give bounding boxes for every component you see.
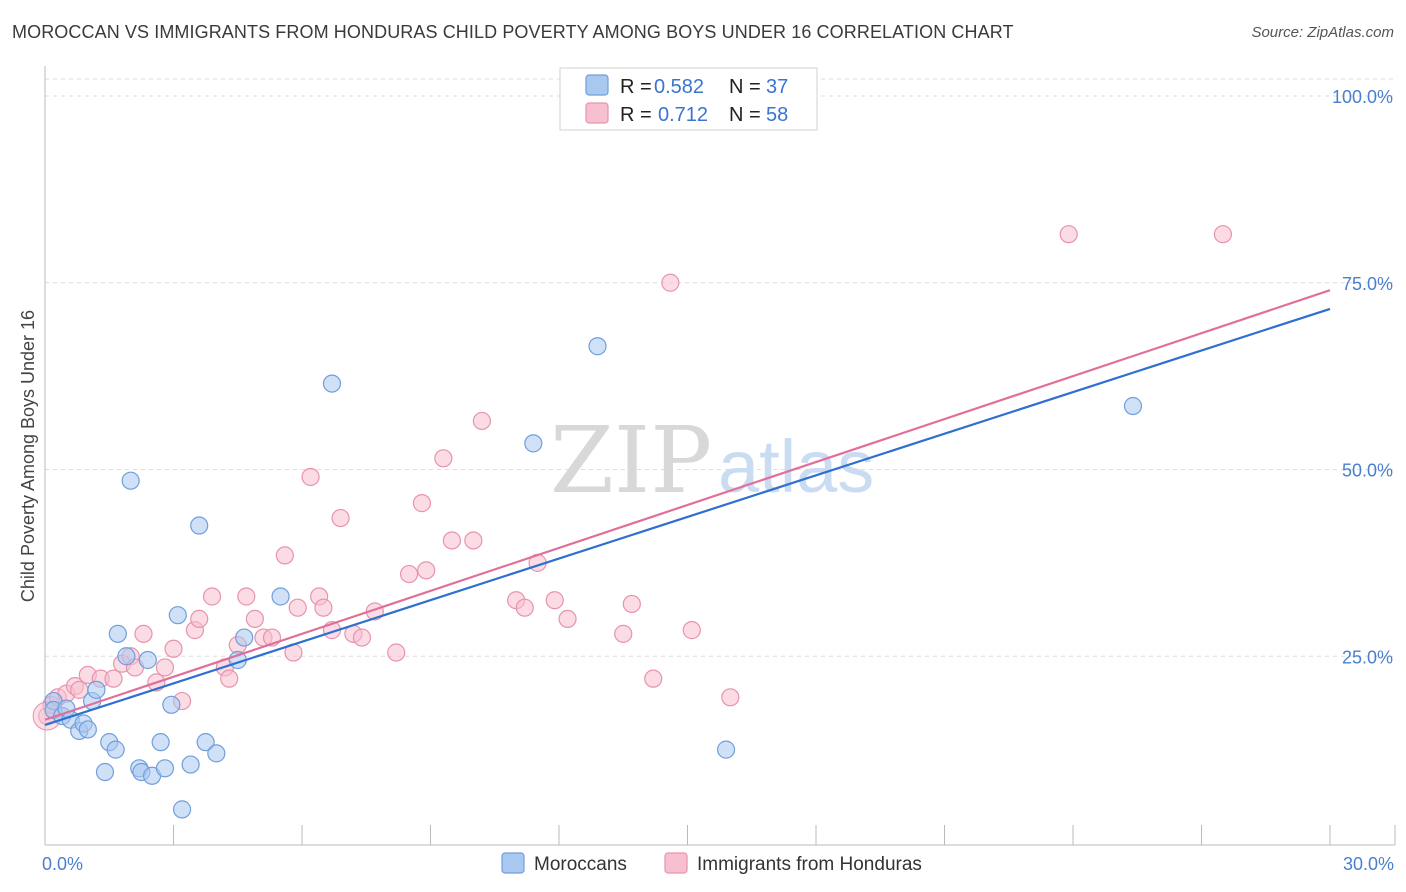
point-honduras-55 — [682, 621, 701, 640]
point-moroccans-7 — [78, 720, 97, 739]
watermark-atlas: atlas — [718, 425, 874, 508]
axes — [44, 66, 1396, 846]
point-moroccans-24 — [172, 800, 192, 819]
point-moroccans-23 — [168, 606, 187, 625]
y-tick-label-2: 75.0% — [1342, 274, 1393, 294]
point-moroccans-15 — [121, 471, 140, 490]
legend-swatch-moroccans — [585, 74, 609, 96]
watermark-zip: ZIP — [550, 407, 712, 514]
trend-lines — [44, 289, 1331, 727]
point-honduras-34 — [331, 508, 350, 528]
bottom-legend-label-moroccans: Moroccans — [534, 854, 627, 875]
point-moroccans-32 — [322, 374, 342, 393]
point-honduras-45 — [472, 411, 491, 431]
y-tick-label-0: 25.0% — [1342, 647, 1393, 667]
point-honduras-58 — [1213, 225, 1233, 244]
series-legend: Moroccans Immigrants from Honduras — [501, 852, 922, 875]
point-honduras-24 — [245, 609, 264, 629]
y-tick-label-3: 100.0% — [1332, 87, 1393, 107]
legend-r-label-honduras: R = — [620, 104, 652, 126]
point-honduras-39 — [399, 564, 419, 584]
point-moroccans-26 — [190, 516, 209, 535]
bottom-legend-swatch-honduras — [664, 852, 688, 874]
point-honduras-54 — [661, 273, 680, 292]
point-moroccans-30 — [235, 628, 254, 647]
point-honduras-14 — [155, 658, 175, 677]
source-label: Source: ZipAtlas.com — [1251, 24, 1394, 41]
legend-r-value-honduras: 0.712 — [658, 104, 708, 126]
bottom-legend-label-honduras: Immigrants from Honduras — [697, 854, 922, 875]
point-honduras-12 — [134, 624, 153, 643]
point-honduras-52 — [622, 594, 641, 614]
trend-line-honduras — [44, 289, 1331, 721]
point-honduras-21 — [220, 669, 239, 688]
point-honduras-43 — [442, 531, 462, 550]
point-moroccans-20 — [151, 733, 170, 752]
x-tick-labels: 0.0% 30.0% — [42, 854, 1394, 874]
point-honduras-18 — [190, 609, 209, 629]
point-honduras-56 — [721, 688, 740, 707]
point-moroccans-14 — [117, 647, 136, 666]
point-moroccans-27 — [196, 733, 215, 752]
correlation-legend: R = 0.582 N = 37 R = 0.712 N = 58 — [559, 67, 818, 131]
chart-title: MOROCCAN VS IMMIGRANTS FROM HONDURAS CHI… — [12, 22, 1014, 42]
point-honduras-42 — [434, 449, 453, 468]
point-honduras-15 — [164, 639, 183, 658]
point-moroccans-33 — [524, 434, 543, 453]
legend-n-label-honduras: N = — [729, 104, 761, 126]
point-moroccans-28 — [207, 744, 226, 763]
point-honduras-29 — [288, 598, 307, 617]
point-honduras-23 — [237, 587, 256, 606]
point-moroccans-22 — [162, 695, 181, 714]
point-honduras-30 — [301, 467, 320, 487]
y-axis-label: Child Poverty Among Boys Under 16 — [18, 310, 38, 602]
point-moroccans-9 — [87, 680, 106, 699]
point-honduras-47 — [515, 598, 534, 617]
point-moroccans-10 — [95, 762, 115, 782]
point-honduras-50 — [558, 609, 577, 629]
point-honduras-57 — [1059, 225, 1078, 244]
bottom-legend-swatch-moroccans — [501, 852, 525, 874]
point-honduras-40 — [417, 561, 436, 580]
point-honduras-8 — [104, 669, 123, 688]
x-tick-label-max: 30.0% — [1343, 854, 1394, 874]
point-honduras-51 — [614, 624, 633, 643]
legend-r-value-moroccans: 0.582 — [654, 76, 704, 98]
legend-n-value-honduras: 58 — [766, 104, 788, 126]
point-honduras-44 — [464, 531, 483, 550]
point-moroccans-36 — [1123, 396, 1143, 416]
point-moroccans-18 — [138, 650, 157, 670]
point-moroccans-25 — [181, 755, 200, 774]
grid-lines — [45, 78, 1395, 657]
y-tick-label-1: 50.0% — [1342, 461, 1393, 481]
point-honduras-53 — [644, 669, 663, 688]
point-moroccans-34 — [588, 337, 607, 356]
point-honduras-41 — [412, 494, 432, 513]
trend-line-moroccans — [44, 307, 1331, 727]
point-moroccans-31 — [271, 587, 290, 606]
legend-n-value-moroccans: 37 — [766, 76, 788, 98]
point-honduras-38 — [387, 643, 406, 662]
point-honduras-32 — [314, 598, 333, 617]
legend-n-label-moroccans: N = — [729, 76, 761, 98]
point-honduras-36 — [352, 628, 372, 647]
point-moroccans-21 — [155, 759, 175, 778]
point-honduras-27 — [275, 546, 294, 565]
legend-r-label-moroccans: R = — [620, 76, 652, 98]
point-honduras-49 — [545, 591, 564, 610]
legend-swatch-honduras — [585, 102, 609, 124]
point-moroccans-35 — [716, 740, 736, 759]
point-moroccans-12 — [106, 740, 125, 759]
y-tick-labels: 25.0% 50.0% 75.0% 100.0% — [1332, 87, 1393, 667]
x-tick-label-min: 0.0% — [42, 854, 83, 874]
point-honduras-19 — [202, 587, 222, 606]
point-moroccans-13 — [108, 624, 127, 643]
